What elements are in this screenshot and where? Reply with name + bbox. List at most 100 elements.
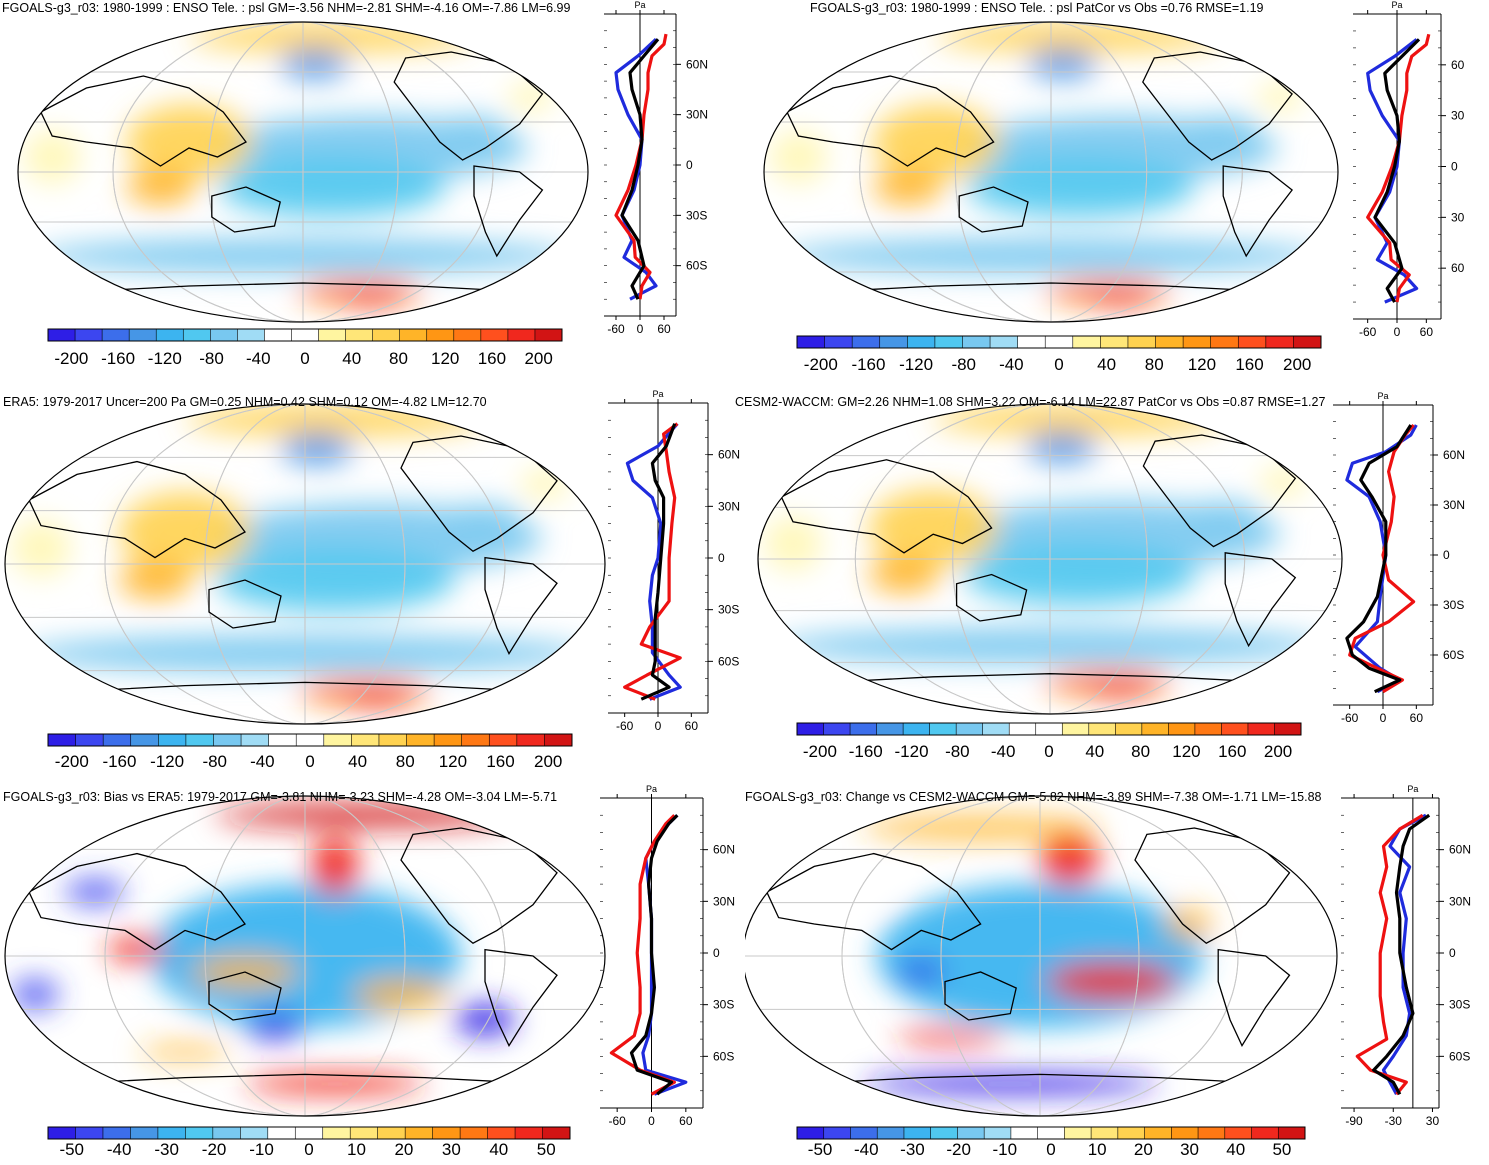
colorbar-swatch [213,734,241,746]
colorbar-tick-label: 50 [1272,1140,1291,1159]
colorbar-swatch [76,734,104,746]
colorbar-swatch [990,336,1018,348]
colorbar-tick-label: 80 [396,752,415,771]
colorbar-swatch [544,734,572,746]
colorbar-swatch [291,329,319,341]
colorbar-swatch [454,329,482,341]
colorbar-tick-label: -10 [249,1140,274,1159]
profile-x-label: -60 [608,1114,626,1128]
colorbar-swatch [373,329,401,341]
colorbar-swatch [346,329,374,341]
colorbar-swatch [1168,723,1195,735]
colorbar-swatch [515,1127,543,1139]
colorbar-swatch [1118,1127,1145,1139]
field-blob [65,879,125,905]
profile-line-blue [1347,425,1416,692]
colorbar-tick-label: 80 [1131,742,1150,761]
colorbar-swatch [351,734,379,746]
colorbar-swatch [984,1127,1011,1139]
colorbar-tick-label: -30 [154,1140,179,1159]
profile-lat-label: 30N [1449,894,1471,908]
panel-2: FGOALS-g3_r03: 1980-1999 : ENSO Tele. : … [745,0,1489,387]
colorbar-swatch [103,734,131,746]
field-blob [140,1044,230,1060]
colorbar-swatch [1142,723,1169,735]
colorbar-swatch [240,1127,268,1139]
colorbar-tick-label: 40 [1085,742,1104,761]
colorbar-swatch [824,1127,851,1139]
profile-line-black [1347,425,1411,692]
panel-title: FGOALS-g3_r03: Bias vs ERA5: 1979-2017 G… [3,790,557,804]
field-blob [1260,466,1307,497]
colorbar-swatch [213,1127,241,1139]
profile-lat-label: 60S [1449,1049,1470,1063]
colorbar-swatch [75,329,103,341]
colorbar-swatch [797,723,824,735]
colorbar-swatch [1064,1127,1091,1139]
profile-lat-label: 30N [718,499,740,513]
profile-lat-label: 0 [1449,946,1456,960]
colorbar-swatch [48,329,76,341]
profile-unit-label: Pa [1391,0,1402,10]
colorbar-swatch [852,336,880,348]
field-blob [11,978,59,1010]
field-blob [455,1004,515,1036]
colorbar-swatch [935,336,963,348]
colorbar-swatch [508,329,536,341]
profile-line-red [1368,34,1429,302]
colorbar-swatch [1252,1127,1279,1139]
colorbar-swatch [907,336,935,348]
colorbar-swatch [183,329,211,341]
colorbar-swatch [1274,723,1301,735]
colorbar-tick-label: -160 [102,752,136,771]
field-blob [311,838,359,896]
colorbar-tick-label: 200 [524,349,552,368]
field-blob [869,556,939,593]
panel-5: FGOALS-g3_r03: Bias vs ERA5: 1979-2017 G… [0,780,745,1160]
field-blob [1189,115,1258,139]
colorbar-swatch [489,734,517,746]
profile-x-label: 0 [655,719,662,733]
colorbar-swatch [319,329,347,341]
colorbar-swatch [797,1127,824,1139]
profile-unit-label: Pa [1377,391,1388,401]
colorbar-tick-label: -40 [999,355,1024,374]
colorbar-tick-label: -80 [945,742,970,761]
colorbar-swatch [1266,336,1294,348]
colorbar-swatch [481,329,509,341]
colorbar-swatch [962,336,990,348]
colorbar-swatch [517,734,545,746]
panel-6: FGOALS-g3_r03: Change vs CESM2-WACCM GM=… [745,780,1489,1160]
colorbar-tick-label: 0 [304,1140,313,1159]
colorbar-swatch [48,734,76,746]
colorbar-swatch [103,1127,131,1139]
profile-lat-label: 30S [718,603,739,617]
profile-lat-label: 60N [718,448,740,462]
colorbar-swatch [129,329,157,341]
field-blob [1028,49,1097,79]
field-blob [832,879,891,905]
colorbar-swatch [543,1127,571,1139]
colorbar-swatch [1100,336,1128,348]
profile-lat-label: 60S [1443,648,1464,662]
colorbar-tick-label: -30 [900,1140,925,1159]
colorbar-tick-label: -50 [59,1140,84,1159]
colorbar-swatch [1145,1127,1172,1139]
colorbar-swatch [1036,723,1063,735]
colorbar-tick-label: 200 [534,752,562,771]
profile-unit-label: Pa [652,389,663,399]
profile-x-label: -90 [1345,1114,1363,1128]
profile-lat-label: 0 [1451,160,1458,174]
colorbar-tick-label: -20 [946,1140,971,1159]
colorbar-swatch [1238,336,1266,348]
panel-title: FGOALS-g3_r03: 1980-1999 : ENSO Tele. : … [2,1,570,15]
colorbar-swatch [75,1127,103,1139]
colorbar-swatch [488,1127,516,1139]
profile-lat-label: 30N [713,894,735,908]
colorbar-tick-label: -80 [951,355,976,374]
